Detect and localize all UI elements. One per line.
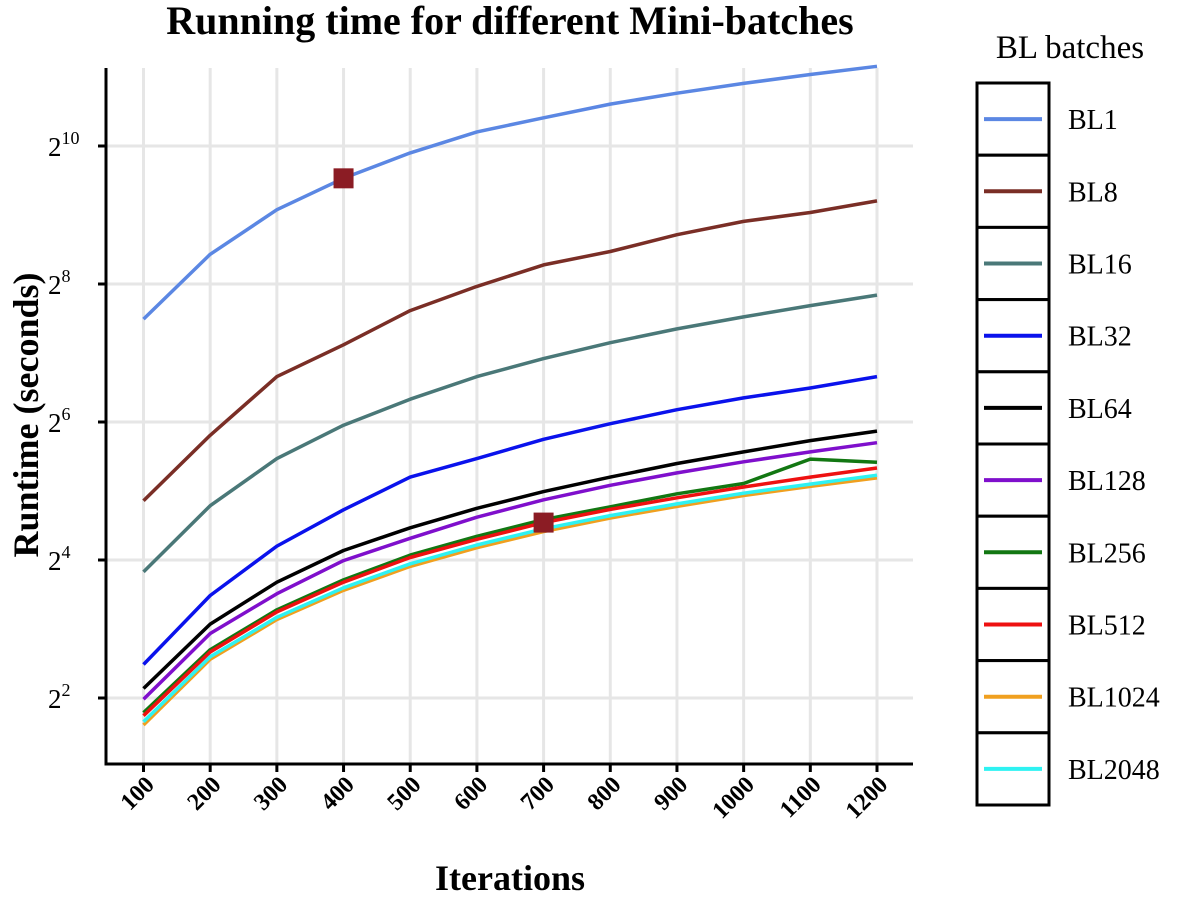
chart-title: Running time for different Mini-batches (166, 0, 853, 43)
x-tick-label: 900 (649, 772, 693, 816)
series-line-bl2048 (142, 473, 878, 724)
y-tick-base: 2 (48, 270, 62, 300)
x-tick-label: 100 (116, 772, 160, 816)
x-tick-label: 800 (583, 772, 627, 816)
legend-label-bl8: BL8 (1068, 177, 1118, 208)
y-tick-label: 22 (48, 680, 71, 714)
series-line-bl1 (142, 64, 878, 321)
legend-label-bl512: BL512 (1068, 611, 1146, 642)
legend-label-bl64: BL64 (1068, 394, 1132, 425)
marker-bl512 (533, 512, 554, 533)
legend: BL1 BL8 BL16 BL32 BL64 BL128 BL256 BL512 BL1024 B… (975, 81, 1160, 807)
series-lines (142, 64, 878, 727)
legend-label-bl1024: BL1024 (1068, 683, 1160, 714)
x-tick-label: 1100 (775, 772, 826, 823)
legend-label-bl2048: BL2048 (1068, 755, 1160, 786)
x-tick-label: 1200 (841, 772, 893, 824)
y-tick-exponent: 10 (62, 128, 80, 148)
legend-title: BL batches (996, 30, 1144, 66)
y-tick-base: 2 (48, 684, 62, 714)
series-line-bl512 (142, 466, 878, 717)
x-tick-label: 300 (249, 772, 293, 816)
x-tick-label: 1000 (708, 772, 760, 824)
y-tick-exponent: 2 (62, 680, 71, 700)
legend-label-bl128: BL128 (1068, 466, 1146, 497)
y-tick-label: 28 (48, 266, 71, 300)
series-line-bl16 (142, 293, 878, 574)
x-tick-label: 200 (183, 772, 227, 816)
y-axis-title: Runtime (seconds) (6, 273, 46, 558)
y-tick-label: 210 (48, 128, 80, 162)
series-line-bl32 (142, 374, 878, 666)
legend-label-bl1: BL1 (1068, 105, 1118, 136)
y-tick-exponent: 4 (62, 542, 71, 562)
y-tick-exponent: 8 (62, 266, 71, 286)
x-tick-label: 400 (316, 772, 360, 816)
x-axis-title: Iterations (435, 858, 585, 898)
series-line-bl128 (142, 440, 878, 701)
y-tick-label: 24 (48, 542, 71, 576)
legend-label-bl16: BL16 (1068, 250, 1132, 281)
series-line-bl1024 (142, 476, 878, 727)
series-line-bl64 (142, 429, 878, 690)
series-line-bl8 (142, 199, 878, 503)
x-tick-label: 500 (383, 772, 427, 816)
x-tick-label: 700 (516, 772, 560, 816)
x-tick-label: 600 (449, 772, 493, 816)
y-tick-exponent: 6 (62, 404, 71, 424)
legend-label-bl256: BL256 (1068, 538, 1146, 569)
series-line-bl256 (142, 457, 878, 714)
y-tick-base: 2 (48, 546, 62, 576)
grid (106, 68, 913, 764)
legend-label-bl32: BL32 (1068, 322, 1132, 353)
y-tick-base: 2 (48, 408, 62, 438)
marker-bl1 (333, 168, 354, 189)
y-tick-base: 2 (48, 132, 62, 162)
highlight-markers (333, 168, 554, 533)
y-tick-label: 26 (48, 404, 71, 438)
